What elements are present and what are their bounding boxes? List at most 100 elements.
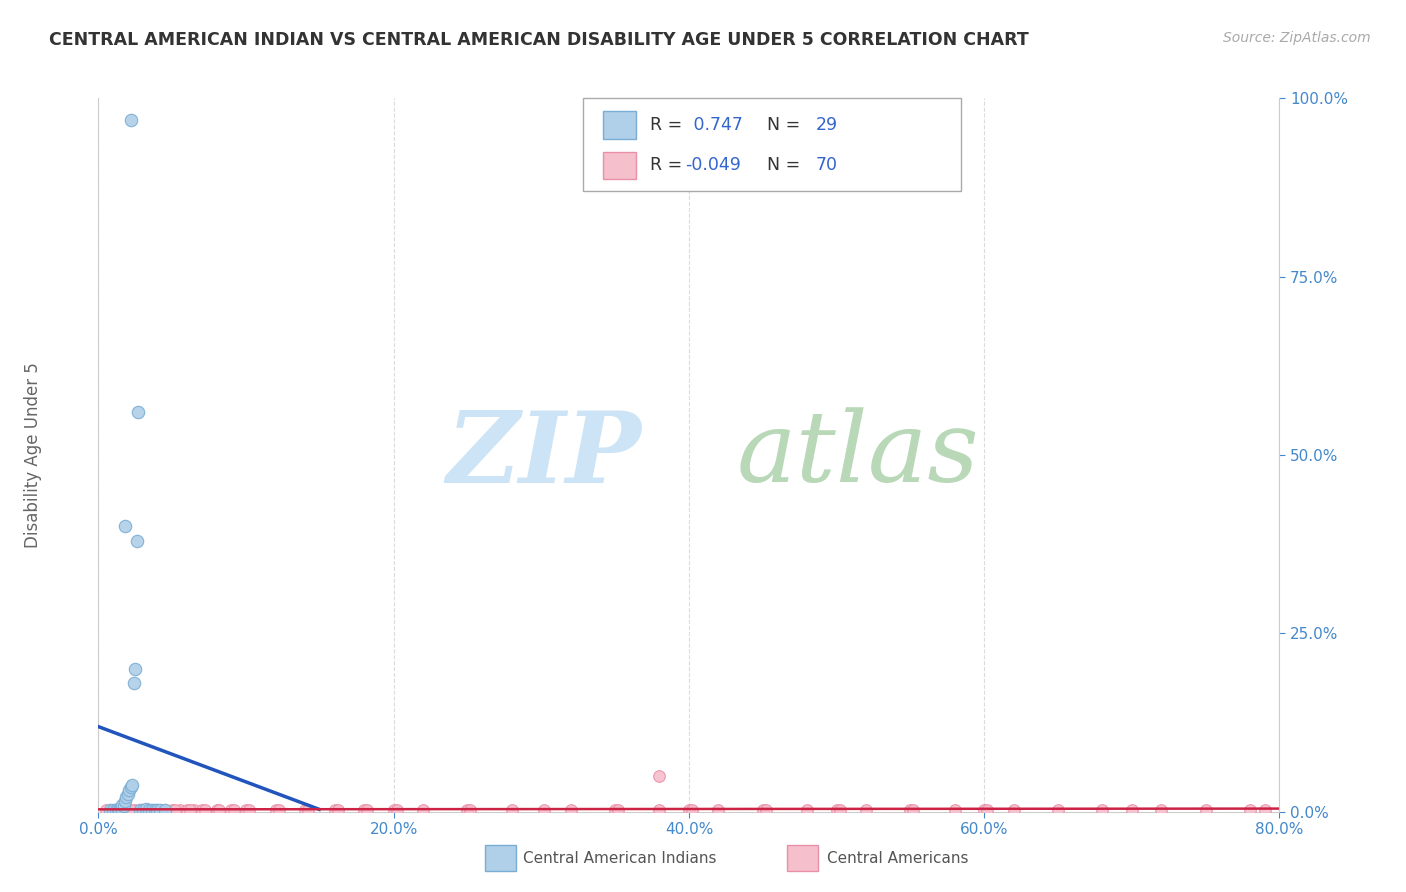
Point — [120, 780, 142, 794]
Point — [1121, 803, 1143, 817]
Point — [105, 803, 128, 817]
Point — [353, 803, 375, 817]
Point — [117, 787, 139, 801]
Point — [238, 803, 260, 817]
Point — [146, 803, 169, 817]
Point — [1254, 803, 1277, 817]
Point — [1150, 803, 1173, 817]
Text: R =: R = — [650, 156, 688, 174]
Point — [267, 803, 290, 817]
Point — [117, 803, 139, 817]
Point — [162, 803, 183, 817]
Text: 29: 29 — [815, 116, 838, 134]
Point — [1239, 803, 1261, 817]
Point — [98, 803, 121, 817]
Point — [326, 803, 349, 817]
Text: Central American Indians: Central American Indians — [523, 851, 717, 865]
Point — [114, 794, 136, 808]
Point — [294, 803, 316, 817]
Point — [149, 803, 172, 817]
Point — [681, 803, 703, 817]
Text: atlas: atlas — [737, 408, 979, 502]
Point — [107, 802, 129, 816]
Point — [94, 803, 117, 817]
Point — [115, 790, 138, 805]
Bar — [603, 152, 636, 178]
Point — [456, 803, 478, 817]
Point — [110, 803, 132, 817]
FancyBboxPatch shape — [582, 98, 960, 191]
Point — [114, 519, 136, 533]
Text: Disability Age Under 5: Disability Age Under 5 — [24, 362, 42, 548]
Point — [648, 769, 671, 783]
Point — [1091, 803, 1114, 817]
Point — [1195, 803, 1218, 817]
Point — [903, 803, 925, 817]
Point — [153, 803, 176, 817]
Point — [127, 405, 149, 419]
Point — [755, 803, 778, 817]
Point — [976, 803, 998, 817]
Point — [1046, 803, 1069, 817]
Point — [183, 803, 205, 817]
Point — [385, 803, 408, 817]
Point — [139, 803, 162, 817]
Point — [110, 801, 132, 815]
Point — [297, 803, 319, 817]
Point — [141, 803, 163, 817]
Point — [146, 803, 169, 817]
Point — [460, 803, 482, 817]
Point — [132, 803, 155, 817]
Text: ZIP: ZIP — [447, 407, 641, 503]
Point — [208, 803, 231, 817]
Point — [105, 803, 128, 817]
Point — [149, 803, 172, 817]
Point — [264, 803, 287, 817]
Point — [943, 803, 966, 817]
Point — [828, 803, 851, 817]
Point — [205, 803, 228, 817]
Point — [533, 803, 555, 817]
Point — [179, 803, 201, 817]
Point — [796, 803, 818, 817]
Point — [751, 803, 773, 817]
Text: R =: R = — [650, 116, 688, 134]
Point — [120, 112, 142, 127]
Point — [412, 803, 434, 817]
Point — [900, 803, 922, 817]
Text: 0.747: 0.747 — [688, 116, 742, 134]
Point — [122, 676, 145, 690]
Point — [124, 803, 146, 817]
Point — [678, 803, 700, 817]
Point — [128, 803, 150, 817]
Text: CENTRAL AMERICAN INDIAN VS CENTRAL AMERICAN DISABILITY AGE UNDER 5 CORRELATION C: CENTRAL AMERICAN INDIAN VS CENTRAL AMERI… — [49, 31, 1029, 49]
Text: Source: ZipAtlas.com: Source: ZipAtlas.com — [1223, 31, 1371, 45]
Point — [138, 803, 160, 817]
Point — [120, 803, 142, 817]
Point — [501, 803, 523, 817]
Point — [108, 803, 131, 817]
Text: 70: 70 — [815, 156, 838, 174]
Point — [356, 803, 378, 817]
Point — [169, 803, 191, 817]
Text: N =: N = — [756, 116, 806, 134]
Text: N =: N = — [756, 156, 806, 174]
Point — [219, 803, 242, 817]
Point — [103, 803, 125, 817]
Point — [112, 799, 135, 814]
Text: -0.049: -0.049 — [685, 156, 741, 174]
Point — [124, 662, 146, 676]
Text: Central Americans: Central Americans — [827, 851, 969, 865]
Point — [605, 803, 627, 817]
Point — [323, 803, 346, 817]
Point — [855, 803, 877, 817]
Point — [114, 803, 136, 817]
Point — [235, 803, 257, 817]
Point — [121, 778, 143, 792]
Point — [707, 803, 730, 817]
Point — [825, 803, 848, 817]
Bar — [603, 112, 636, 138]
Point — [132, 803, 155, 817]
Point — [382, 803, 405, 817]
Point — [125, 533, 148, 548]
